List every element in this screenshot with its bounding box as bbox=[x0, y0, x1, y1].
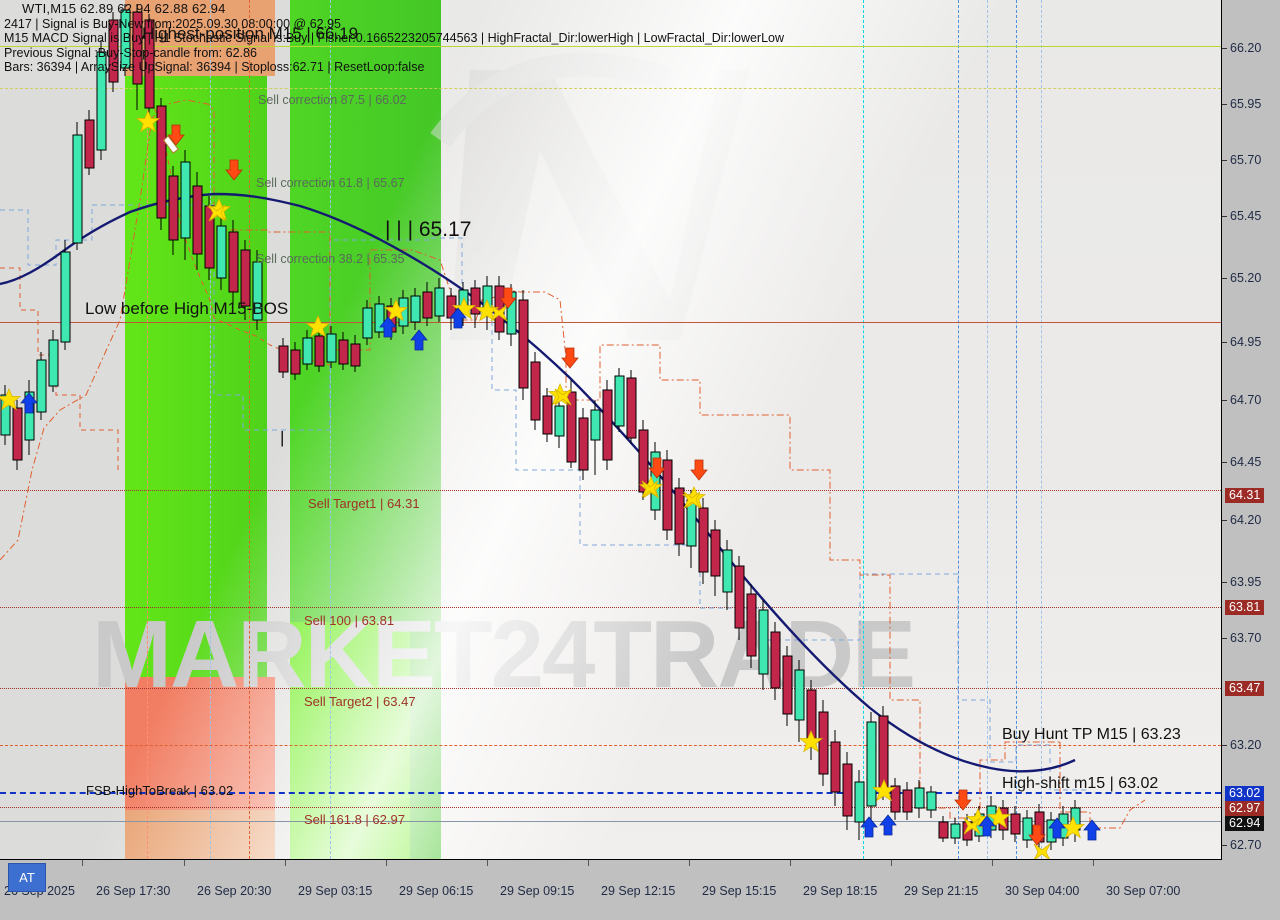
x-tick-label: 29 Sep 18:15 bbox=[803, 884, 878, 898]
price-badge-sell-1618: 62.97 bbox=[1225, 801, 1265, 816]
chart-info-header: WTI,M15 62.89 62.94 62.88 62.94 2417 | S… bbox=[4, 1, 785, 75]
level-line-current-price bbox=[0, 821, 1221, 822]
level-line-sell-target2 bbox=[0, 688, 1221, 689]
x-tick-label: 29 Sep 12:15 bbox=[601, 884, 676, 898]
price-badge-high-shift: 63.02 bbox=[1225, 786, 1265, 801]
vline-blue-dashed-6 bbox=[1041, 0, 1042, 859]
y-tick-label: 66.20 bbox=[1230, 41, 1262, 55]
vline-blue-dashed-5 bbox=[1016, 0, 1017, 859]
anno-buy-hunt-tp: Buy Hunt TP M15 | 63.23 bbox=[1002, 726, 1181, 743]
label-sell-correction-382: Sell correction 38.2 | 65.35 bbox=[256, 252, 405, 266]
y-tick-label: 63.70 bbox=[1230, 631, 1262, 645]
anno-high-shift-m15: High-shift m15 | 63.02 bbox=[1002, 775, 1159, 792]
vline-cyan-dashed-1 bbox=[863, 0, 864, 859]
y-tick-label: 64.70 bbox=[1230, 393, 1262, 407]
price-badge-sell-100: 63.81 bbox=[1225, 600, 1265, 615]
x-tick-label: 30 Sep 04:00 bbox=[1005, 884, 1080, 898]
level-line-m15-bos bbox=[0, 322, 1221, 323]
level-line-sell-1618 bbox=[0, 807, 1221, 808]
header-line-macd: M15 MACD Signal is:Buy | H1 Stochastic S… bbox=[4, 31, 785, 46]
level-line-green-top bbox=[0, 46, 1221, 47]
box-channel-line bbox=[0, 204, 1090, 791]
y-tick-label: 64.95 bbox=[1230, 335, 1262, 349]
x-tick-label: 30 Sep 07:00 bbox=[1106, 884, 1181, 898]
y-tick-label: 65.70 bbox=[1230, 153, 1262, 167]
level-line-sell-target1 bbox=[0, 490, 1221, 491]
pencil-cursor-icon bbox=[163, 135, 179, 154]
label-sell-100: Sell 100 | 63.81 bbox=[304, 613, 395, 628]
star-signal-markers bbox=[0, 110, 1085, 838]
time-axis[interactable]: 26 Sep 2025 26 Sep 17:30 26 Sep 20:30 29… bbox=[0, 860, 1280, 920]
orange-dashed-lower-band bbox=[0, 99, 331, 470]
x-tick-label: 26 Sep 20:30 bbox=[197, 884, 272, 898]
x-tick-label: 29 Sep 03:15 bbox=[298, 884, 373, 898]
header-line-previous-signal: Previous Signal :Buy-Stop-candle from: 6… bbox=[4, 45, 257, 60]
label-sell-target1: Sell Target1 | 64.31 bbox=[308, 496, 420, 511]
anno-highest-position: Highest-position M15 | 66.19 bbox=[142, 24, 359, 43]
header-line-signal: 2417 | Signal is Buy-New from:2025.09.30… bbox=[4, 16, 341, 31]
anno-tick-mark-small: | bbox=[280, 428, 285, 447]
moving-average-line bbox=[0, 192, 1076, 773]
y-tick-label: 63.20 bbox=[1230, 738, 1262, 752]
label-fsb-hightobreak: FSB-HighToBreak | 63.02 bbox=[86, 783, 234, 798]
label-sell-1618: Sell 161.8 | 62.97 bbox=[304, 812, 405, 827]
x-tick-label: 29 Sep 21:15 bbox=[904, 884, 979, 898]
price-badge-sell-target2: 63.47 bbox=[1225, 681, 1265, 696]
level-line-high-shift-m15 bbox=[0, 792, 1221, 794]
candlestick-series bbox=[0, 4, 1081, 850]
vline-blue-dashed-1 bbox=[210, 0, 211, 859]
label-sell-correction-875: Sell correction 87.5 | 66.02 bbox=[258, 93, 407, 107]
y-tick-label: 64.20 bbox=[1230, 513, 1262, 527]
cross-signal-markers bbox=[208, 204, 1051, 859]
y-tick-label: 63.95 bbox=[1230, 575, 1262, 589]
chart-plot-area[interactable]: MARKET24TRADE bbox=[0, 0, 1222, 860]
anno-price-tag-6517: | | | 65.17 bbox=[385, 218, 472, 241]
x-tick-label: 29 Sep 09:15 bbox=[500, 884, 575, 898]
level-line-sell-correction-875 bbox=[0, 88, 1221, 89]
y-tick-label: 65.20 bbox=[1230, 271, 1262, 285]
y-tick-label: 65.45 bbox=[1230, 209, 1262, 223]
y-tick-label: 65.95 bbox=[1230, 97, 1262, 111]
vline-blue-dashed-4 bbox=[987, 0, 988, 859]
level-line-sell-100 bbox=[0, 607, 1221, 608]
price-badge-current: 62.94 bbox=[1225, 816, 1265, 831]
x-tick-label: 29 Sep 06:15 bbox=[399, 884, 474, 898]
price-badge-sell-target1: 64.31 bbox=[1225, 488, 1265, 503]
chart-series-layer bbox=[0, 4, 1146, 859]
price-axis[interactable]: 66.20 65.95 65.70 65.45 65.20 64.95 64.7… bbox=[1222, 0, 1280, 859]
y-tick-label: 62.70 bbox=[1230, 838, 1262, 852]
label-sell-target2: Sell Target2 | 63.47 bbox=[304, 694, 416, 709]
vline-blue-dashed-3 bbox=[958, 0, 959, 859]
auto-trading-button[interactable]: AT bbox=[8, 863, 46, 892]
header-line-symbol: WTI,M15 62.89 62.94 62.88 62.94 bbox=[22, 1, 226, 16]
level-line-buy-hunt-tp bbox=[0, 745, 1221, 746]
x-tick-label: 29 Sep 15:15 bbox=[702, 884, 777, 898]
vline-red-dashed bbox=[147, 0, 148, 859]
anno-low-before-high: Low before High M15-BOS bbox=[85, 299, 289, 318]
y-tick-label: 64.45 bbox=[1230, 455, 1262, 469]
label-sell-correction-618: Sell correction 61.8 | 65.67 bbox=[256, 176, 405, 190]
x-tick-label: 26 Sep 17:30 bbox=[96, 884, 171, 898]
header-line-bars: Bars: 36394 | ArraySize UpSignal: 36394 … bbox=[4, 60, 425, 75]
